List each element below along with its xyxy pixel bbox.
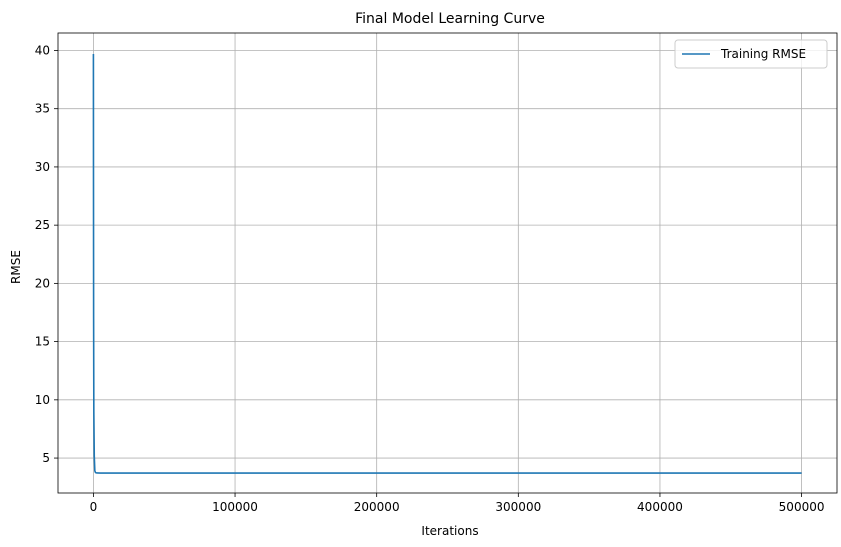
x-axis-label: Iterations <box>421 524 478 538</box>
plot-frame <box>57 32 838 494</box>
y-axis: 5 10 15 20 25 30 35 40 <box>35 43 58 465</box>
x-axis: 0 100000 200000 300000 400000 500000 <box>90 493 825 514</box>
legend: Training RMSE <box>674 39 828 69</box>
x-tick-label: 300000 <box>495 500 541 514</box>
x-tick-label: 0 <box>90 500 98 514</box>
y-tick-label: 40 <box>35 43 50 57</box>
grid <box>58 33 837 493</box>
y-tick-label: 5 <box>42 451 50 465</box>
x-tick-label: 400000 <box>637 500 683 514</box>
legend-label-training-rmse: Training RMSE <box>720 47 806 61</box>
y-tick-label: 30 <box>35 160 50 174</box>
y-tick-label: 35 <box>35 102 50 116</box>
y-axis-label: RMSE <box>9 250 23 284</box>
x-tick-label: 500000 <box>779 500 825 514</box>
series-layer <box>92 53 802 474</box>
y-tick-label: 15 <box>35 335 50 349</box>
y-tick-label: 25 <box>35 218 50 232</box>
x-tick-label: 100000 <box>212 500 258 514</box>
y-tick-label: 10 <box>35 393 50 407</box>
series-line-training-rmse <box>92 53 802 474</box>
chart-title: Final Model Learning Curve <box>355 11 545 27</box>
y-tick-label: 20 <box>35 276 50 290</box>
legend-box <box>674 39 828 69</box>
x-tick-label: 200000 <box>354 500 400 514</box>
